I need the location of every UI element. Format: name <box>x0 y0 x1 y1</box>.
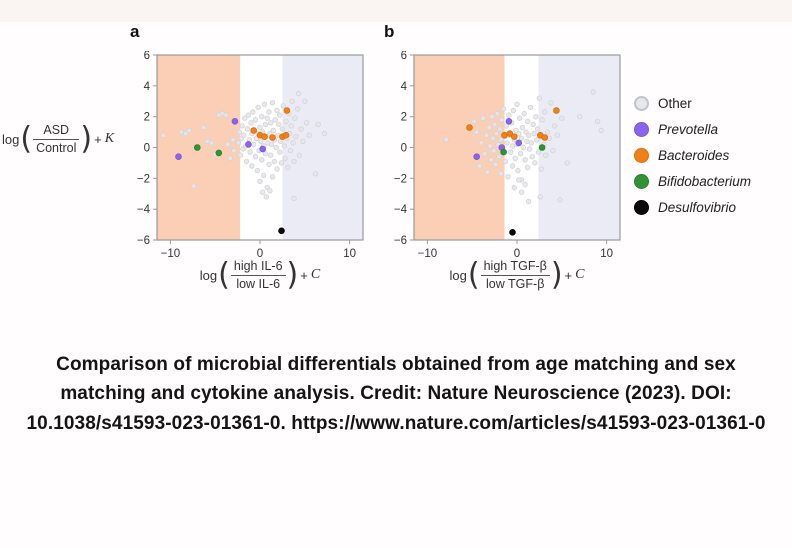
svg-text:0: 0 <box>257 248 263 260</box>
svg-text:2: 2 <box>401 112 407 124</box>
y-axis-constant: K <box>104 131 115 147</box>
x-axis-plus: + <box>300 267 308 283</box>
x-axis-plus: + <box>564 267 573 283</box>
svg-text:−6: −6 <box>394 235 407 247</box>
legend: Other Prevotella Bacteroides Bifidobacte… <box>634 96 751 215</box>
panel-a-scatter-plot: 6 4 2 0 −2 −4 −6 −10 0 10 <box>117 50 367 265</box>
open-paren: ( <box>467 256 480 294</box>
y-axis-plus: + <box>94 131 102 147</box>
svg-text:−4: −4 <box>137 204 151 216</box>
svg-text:−2: −2 <box>137 173 150 185</box>
y-axis-label-log: log <box>2 131 20 147</box>
svg-text:6: 6 <box>144 51 150 62</box>
svg-text:4: 4 <box>144 81 151 93</box>
panel-a-x-axis-label: log(high IL-6 low IL-6) + C <box>157 259 363 292</box>
x-axis-fraction: high IL-6 low IL-6 <box>230 259 286 292</box>
legend-label: Other <box>658 96 692 111</box>
figure-caption: Comparison of microbial differentials ob… <box>26 354 766 434</box>
fraction-numerator: high TGF-β <box>480 259 550 276</box>
fraction-numerator: high IL-6 <box>230 259 286 276</box>
x-axis-fraction: high TGF-β low TGF-β <box>480 259 550 292</box>
close-paren: ) <box>80 120 93 158</box>
panel-b-scatter-plot: 6 4 2 0 −2 −4 −6 −10 0 10 <box>374 50 624 265</box>
bacteroides-swatch-icon <box>634 148 649 163</box>
legend-item-bifidobacterium: Bifidobacterium <box>634 174 751 189</box>
svg-text:−10: −10 <box>161 248 181 260</box>
y-axis-fraction: ASD Control <box>33 123 80 156</box>
legend-label: Bacteroides <box>658 148 730 163</box>
panel-b-x-axis-label: log(high TGF-β low TGF-β) + C <box>414 259 620 292</box>
svg-text:4: 4 <box>401 81 408 93</box>
legend-label: Prevotella <box>658 122 719 137</box>
svg-text:10: 10 <box>343 248 356 260</box>
prevotella-swatch-icon <box>634 122 649 137</box>
legend-label: Bifidobacterium <box>658 174 752 189</box>
x-axis-constant: C <box>575 267 585 283</box>
svg-text:0: 0 <box>514 248 520 260</box>
legend-item-other: Other <box>634 96 751 111</box>
open-paren: ( <box>218 256 230 294</box>
desulfovibrio-swatch-icon <box>634 200 649 215</box>
y-axis-label: log(ASD Control) + K <box>2 123 114 156</box>
panel-b-label: b <box>384 22 395 41</box>
legend-item-bacteroides: Bacteroides <box>634 148 751 163</box>
svg-text:2: 2 <box>144 112 150 124</box>
legend-item-desulfovibrio: Desulfovibrio <box>634 200 751 215</box>
close-paren: ) <box>286 256 299 294</box>
legend-item-prevotella: Prevotella <box>634 122 751 137</box>
svg-text:−4: −4 <box>394 204 408 216</box>
svg-text:−6: −6 <box>137 235 150 247</box>
fraction-denominator: low TGF-β <box>486 276 545 291</box>
svg-text:−2: −2 <box>394 173 407 185</box>
other-swatch-icon <box>634 96 649 111</box>
svg-text:0: 0 <box>144 143 150 155</box>
fraction-denominator: Control <box>36 140 77 155</box>
svg-text:0: 0 <box>401 143 407 155</box>
x-axis-label-log: log <box>449 267 467 283</box>
page-top-strip <box>0 0 792 22</box>
svg-text:−10: −10 <box>418 248 438 260</box>
bifidobacterium-swatch-icon <box>634 174 649 189</box>
x-axis-constant: C <box>310 267 321 283</box>
close-paren: ) <box>550 256 563 294</box>
legend-label: Desulfovibrio <box>658 200 737 215</box>
fraction-denominator: low IL-6 <box>236 276 281 291</box>
x-axis-label-log: log <box>199 267 218 283</box>
panel-a-label: a <box>130 22 140 41</box>
svg-text:10: 10 <box>600 248 613 260</box>
fraction-numerator: ASD <box>33 123 80 140</box>
svg-text:6: 6 <box>401 51 407 62</box>
open-paren: ( <box>20 120 33 158</box>
